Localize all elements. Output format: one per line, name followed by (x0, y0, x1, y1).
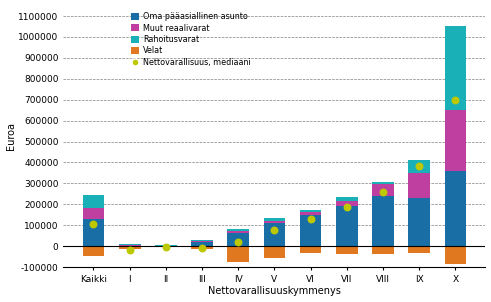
Bar (82, 195, 105, 208)
Bar (444, 246, 466, 264)
Bar (372, 246, 394, 255)
X-axis label: Nettovarallisuuskymmenys: Nettovarallisuuskymmenys (208, 286, 341, 297)
Bar (336, 246, 357, 255)
Bar (119, 245, 140, 246)
Bar (444, 27, 466, 110)
Bar (372, 182, 394, 185)
Bar (82, 219, 105, 246)
Bar (409, 173, 430, 198)
Point (198, 245, 206, 250)
Bar (264, 246, 285, 258)
Bar (264, 220, 285, 223)
Bar (336, 198, 357, 201)
Bar (336, 201, 357, 206)
Bar (119, 244, 140, 245)
Bar (82, 246, 105, 255)
Point (89, 222, 97, 226)
Bar (191, 242, 213, 246)
Bar (264, 218, 285, 220)
Bar (444, 171, 466, 246)
Bar (336, 206, 357, 246)
Bar (300, 210, 322, 212)
Bar (227, 229, 249, 231)
Bar (300, 246, 322, 253)
Point (343, 205, 351, 210)
Point (162, 245, 170, 249)
Bar (119, 246, 140, 249)
Point (271, 228, 278, 233)
Bar (409, 246, 430, 253)
Bar (227, 233, 249, 246)
Bar (372, 185, 394, 196)
Bar (82, 208, 105, 219)
Point (126, 247, 134, 252)
Bar (191, 241, 213, 242)
Bar (227, 246, 249, 262)
Bar (300, 212, 322, 215)
Bar (300, 215, 322, 246)
Bar (372, 196, 394, 246)
Bar (227, 231, 249, 233)
Y-axis label: Euroa: Euroa (5, 122, 16, 150)
Bar (409, 198, 430, 246)
Bar (409, 160, 430, 173)
Bar (191, 246, 213, 249)
Bar (191, 239, 213, 241)
Point (415, 163, 423, 168)
Bar (264, 223, 285, 246)
Point (307, 217, 315, 221)
Legend: Oma pääasiallinen asunto, Muut reaalivarat, Rahoitusvarat, Velat, Nettovarallisu: Oma pääasiallinen asunto, Muut reaalivar… (131, 12, 250, 67)
Point (379, 189, 387, 194)
Point (452, 97, 460, 102)
Point (234, 239, 242, 244)
Bar (444, 110, 466, 171)
